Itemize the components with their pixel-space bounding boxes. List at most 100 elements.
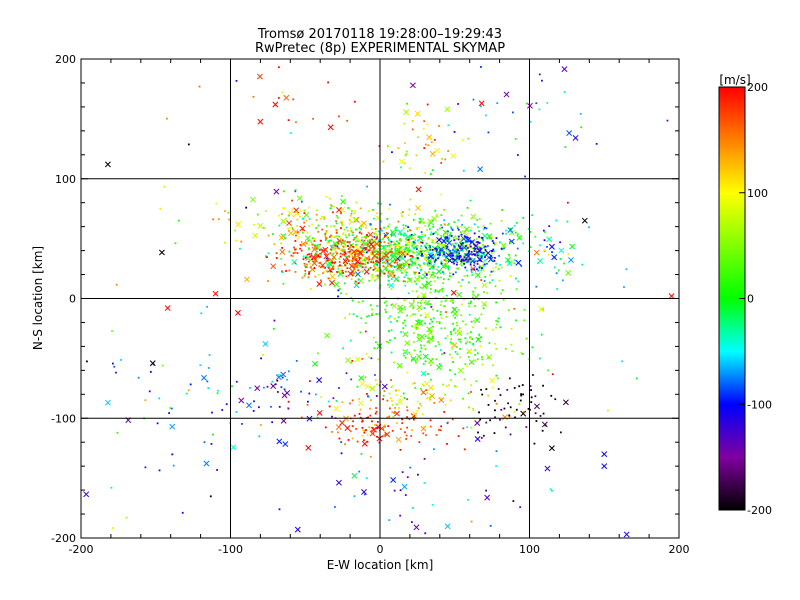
scatter-point bbox=[481, 393, 484, 396]
scatter-point bbox=[383, 424, 386, 427]
scatter-point bbox=[351, 437, 354, 440]
scatter-cross bbox=[328, 279, 335, 286]
scatter-point bbox=[308, 206, 311, 209]
scatter-point bbox=[367, 395, 369, 398]
scatter-point bbox=[426, 228, 429, 231]
scatter-point bbox=[499, 326, 502, 329]
scatter-point bbox=[378, 252, 381, 255]
scatter-point bbox=[480, 255, 483, 258]
scatter-point bbox=[385, 259, 388, 262]
scatter-point bbox=[395, 403, 398, 406]
scatter-point bbox=[500, 408, 503, 411]
scatter-point bbox=[315, 248, 318, 250]
scatter-point bbox=[446, 245, 449, 248]
scatter-point bbox=[514, 254, 517, 257]
scatter-cross bbox=[373, 241, 380, 247]
scatter-point bbox=[363, 429, 366, 432]
scatter-point bbox=[398, 239, 401, 242]
scatter-point bbox=[438, 321, 441, 323]
scatter-point bbox=[386, 262, 389, 265]
scatter-point bbox=[455, 237, 458, 240]
scatter-point bbox=[452, 254, 454, 257]
scatter-point bbox=[379, 269, 382, 272]
scatter-point bbox=[479, 418, 482, 421]
scatter-point bbox=[423, 296, 425, 299]
scatter-point bbox=[456, 225, 459, 228]
scatter-point bbox=[404, 356, 407, 359]
scatter-point bbox=[491, 386, 494, 389]
scatter-point bbox=[423, 425, 425, 428]
scatter-point bbox=[406, 398, 409, 401]
scatter-point bbox=[453, 257, 456, 260]
scatter-point bbox=[470, 391, 472, 393]
scatter-point bbox=[359, 416, 362, 419]
scatter-point bbox=[350, 297, 352, 299]
scatter-point bbox=[406, 476, 409, 479]
scatter-point bbox=[300, 390, 302, 393]
scatter-cross bbox=[445, 252, 452, 259]
scatter-point bbox=[467, 498, 469, 501]
scatter-point bbox=[513, 259, 516, 262]
scatter-point bbox=[404, 142, 406, 145]
scatter-point bbox=[396, 247, 399, 250]
scatter-point bbox=[333, 225, 335, 228]
scatter-point bbox=[390, 288, 393, 290]
scatter-point bbox=[362, 429, 365, 432]
scatter-point bbox=[454, 373, 457, 376]
scatter-point bbox=[440, 327, 443, 330]
scatter-point bbox=[495, 319, 498, 322]
scatter-point bbox=[385, 432, 387, 435]
scatter-point bbox=[388, 519, 391, 522]
scatter-point bbox=[352, 245, 355, 248]
scatter-point bbox=[291, 199, 293, 202]
scatter-point bbox=[509, 406, 512, 409]
scatter-point bbox=[380, 380, 382, 383]
scatter-point bbox=[407, 280, 409, 283]
scatter-point bbox=[458, 244, 461, 247]
scatter-point bbox=[477, 241, 480, 244]
scatter-point bbox=[310, 241, 313, 243]
scatter-point bbox=[563, 262, 565, 265]
scatter-point bbox=[457, 281, 460, 284]
scatter-point bbox=[342, 232, 345, 235]
scatter-point bbox=[411, 128, 414, 131]
scatter-point bbox=[351, 234, 354, 237]
scatter-point bbox=[347, 260, 350, 262]
scatter-point bbox=[490, 252, 493, 254]
scatter-point bbox=[368, 262, 370, 264]
scatter-point bbox=[460, 303, 463, 306]
scatter-point bbox=[530, 401, 533, 403]
scatter-point bbox=[449, 341, 452, 344]
scatter-cross bbox=[354, 258, 361, 265]
scatter-point bbox=[405, 434, 408, 437]
scatter-point bbox=[341, 250, 344, 252]
scatter-point bbox=[534, 412, 537, 415]
scatter-cross bbox=[230, 444, 237, 451]
scatter-point bbox=[420, 299, 423, 302]
x-axis-label: E-W location [km] bbox=[327, 558, 434, 572]
scatter-point bbox=[347, 245, 349, 247]
scatter-point bbox=[158, 397, 161, 400]
scatter-point bbox=[423, 344, 426, 347]
scatter-point bbox=[376, 236, 378, 239]
scatter-point bbox=[485, 421, 488, 424]
scatter-point bbox=[372, 245, 374, 248]
scatter-point bbox=[424, 256, 426, 259]
scatter-point bbox=[458, 257, 461, 260]
scatter-point bbox=[359, 408, 362, 411]
scatter-cross bbox=[468, 359, 475, 366]
scatter-cross bbox=[304, 235, 311, 242]
scatter-point bbox=[366, 434, 369, 437]
scatter-cross bbox=[273, 188, 280, 195]
scatter-point bbox=[308, 253, 311, 256]
scatter-point bbox=[534, 395, 537, 398]
scatter-point bbox=[520, 265, 523, 267]
scatter-point bbox=[372, 336, 375, 339]
scatter-point bbox=[441, 254, 444, 257]
scatter-point bbox=[454, 242, 457, 245]
scatter-point bbox=[465, 258, 468, 261]
scatter-point bbox=[413, 236, 416, 239]
scatter-point bbox=[410, 260, 413, 263]
scatter-point bbox=[390, 247, 393, 250]
scatter-point bbox=[399, 238, 402, 240]
